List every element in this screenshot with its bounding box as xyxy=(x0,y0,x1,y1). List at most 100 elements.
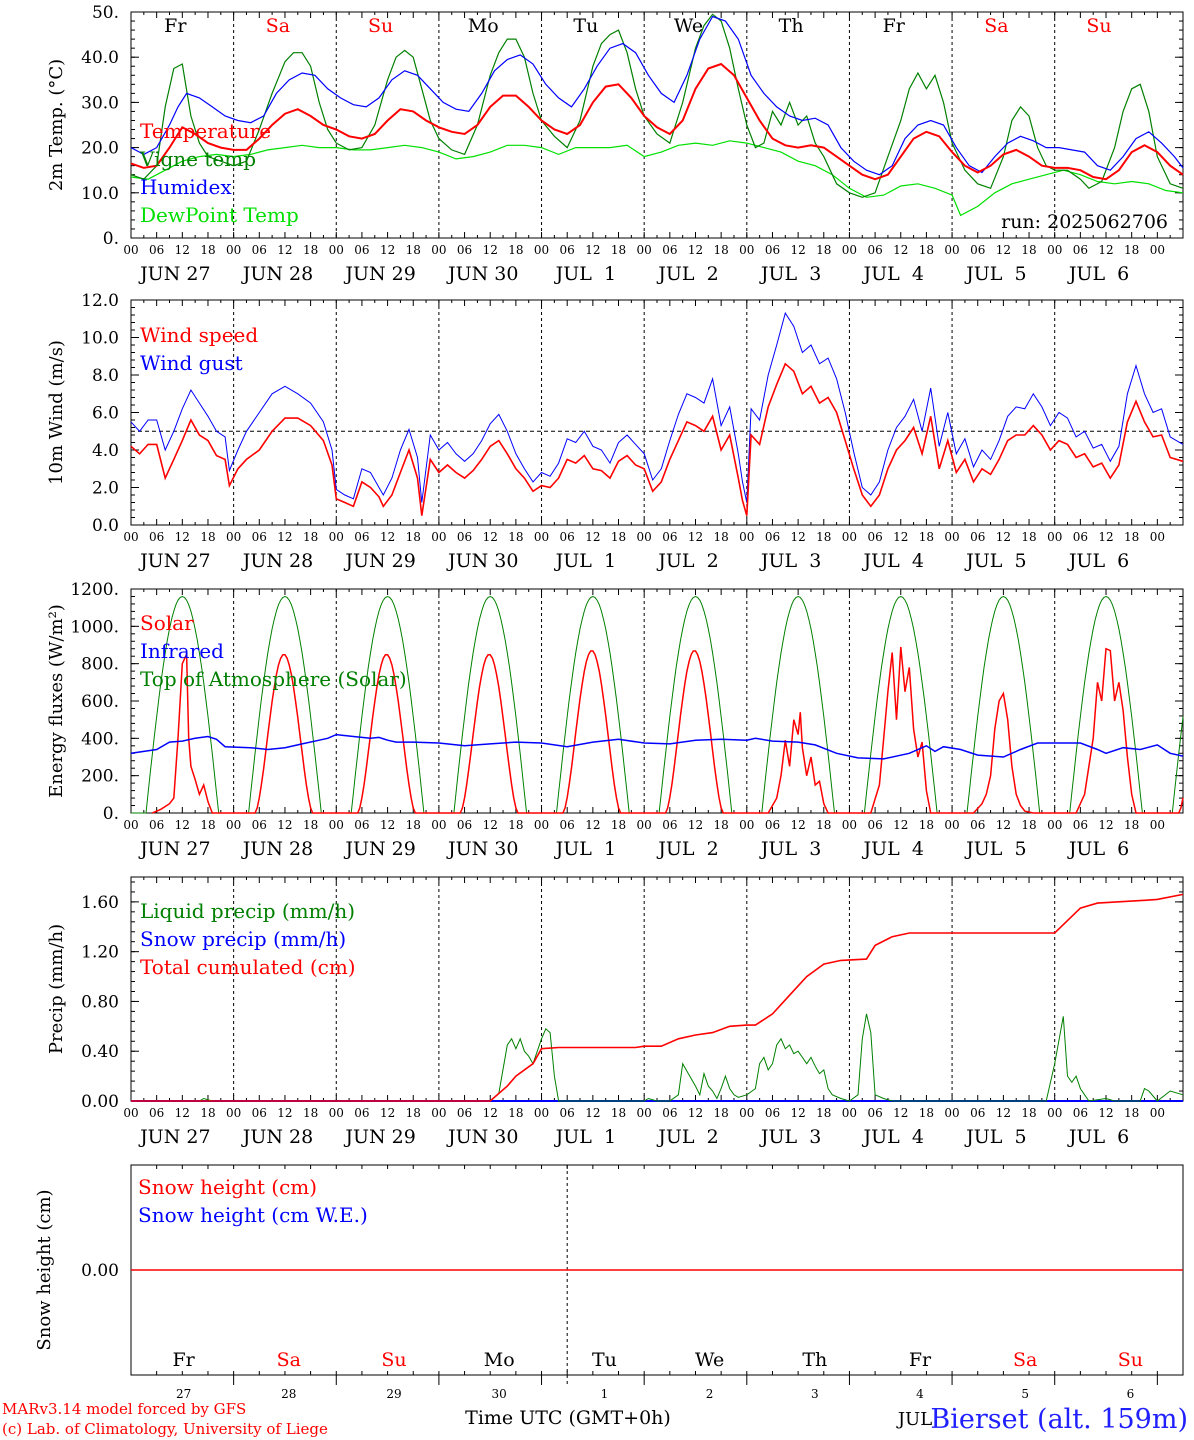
y-tick-label: 800. xyxy=(81,655,119,675)
x-hour-label: 06 xyxy=(867,1106,882,1120)
x-hour-label: 12 xyxy=(996,818,1011,832)
day-number-label: 28 xyxy=(281,1387,296,1401)
x-date-label: JUL 3 xyxy=(759,838,821,860)
x-hour-label: 00 xyxy=(534,1106,549,1120)
credit-line-2: (c) Lab. of Climatology, University of L… xyxy=(2,1420,328,1438)
x-date-label: JUL 1 xyxy=(554,1126,616,1148)
x-hour-label: 12 xyxy=(996,1106,1011,1120)
panel-frame xyxy=(130,299,1184,526)
x-date-label: JUN 28 xyxy=(241,550,313,572)
x-hour-label: 00 xyxy=(226,1106,241,1120)
x-hour-label: 18 xyxy=(406,818,421,832)
x-hour-label: 18 xyxy=(303,243,318,257)
x-hour-label: 18 xyxy=(611,818,626,832)
x-date-label: JUL 4 xyxy=(862,1126,924,1148)
y-tick-label: 12.0 xyxy=(81,291,119,311)
x-hour-label: 12 xyxy=(175,243,190,257)
x-date-label: JUL 6 xyxy=(1067,1126,1129,1148)
y-tick-label: 400. xyxy=(81,729,119,749)
x-hour-label: 18 xyxy=(406,1106,421,1120)
x-hour-label: 18 xyxy=(1124,243,1139,257)
weekday-label: Fr xyxy=(172,1349,195,1371)
x-hour-label: 06 xyxy=(662,1106,677,1120)
x-hour-label: 18 xyxy=(508,243,523,257)
y-tick-label: 20.0 xyxy=(81,139,119,159)
x-date-label: JUN 29 xyxy=(343,550,415,572)
x-hour-label: 06 xyxy=(765,243,780,257)
x-hour-label: 18 xyxy=(200,1106,215,1120)
x-hour-label: 18 xyxy=(816,1106,831,1120)
x-hour-label: 00 xyxy=(637,1106,652,1120)
x-date-label: JUL 5 xyxy=(964,263,1026,285)
legend-entry: Snow precip (mm/h) xyxy=(140,927,346,951)
x-hour-label: 18 xyxy=(611,530,626,544)
y-axis-label: 10m Wind (m/s) xyxy=(46,340,67,485)
y-tick-label: 1.60 xyxy=(81,893,119,913)
x-hour-label: 18 xyxy=(200,243,215,257)
x-hour-label: 06 xyxy=(1073,1106,1088,1120)
x-hour-label: 18 xyxy=(919,1106,934,1120)
y-tick-label: 0.80 xyxy=(81,992,119,1012)
x-hour-label: 18 xyxy=(1021,243,1036,257)
x-hour-label: 00 xyxy=(842,243,857,257)
panel-5: 0.00 Snow height (cm) Snow height (cm) Snow… xyxy=(34,1164,1184,1401)
weekday-label: Th xyxy=(779,15,804,37)
legend-entry: Top of Atmosphere (Solar) xyxy=(140,667,407,691)
x-hour-label: 00 xyxy=(739,530,754,544)
x-hour-label: 18 xyxy=(1124,1106,1139,1120)
x-hour-label: 18 xyxy=(714,818,729,832)
x-hour-label: 06 xyxy=(457,530,472,544)
x-date-label: JUL 2 xyxy=(656,1126,718,1148)
x-date-label: JUN 30 xyxy=(446,550,518,572)
x-date-label: JUL 3 xyxy=(759,1126,821,1148)
series-line-solar xyxy=(152,646,1184,814)
weekday-label: Fr xyxy=(883,15,906,37)
y-tick-label: 6.0 xyxy=(92,404,119,424)
day-number-label: 5 xyxy=(1021,1387,1029,1401)
x-hour-label: 12 xyxy=(1098,1106,1113,1120)
credit-line-1: MARv3.14 model forced by GFS xyxy=(2,1400,246,1418)
x-date-label: JUL 1 xyxy=(554,263,616,285)
y-axis-label: Precip (mm/h) xyxy=(46,924,67,1054)
x-hour-label: 18 xyxy=(816,818,831,832)
x-date-label: JUL 4 xyxy=(862,263,924,285)
y-tick-label: 8.0 xyxy=(92,366,119,386)
y-tick-label: 1000. xyxy=(70,617,119,637)
x-date-label: JUL 4 xyxy=(862,838,924,860)
x-hour-label: 00 xyxy=(842,530,857,544)
x-date-label: JUL 5 xyxy=(964,838,1026,860)
y-tick-label: 200. xyxy=(81,767,119,787)
y-axis-label: Snow height (cm) xyxy=(34,1189,55,1350)
x-hour-label: 00 xyxy=(1047,530,1062,544)
x-hour-label: 00 xyxy=(637,530,652,544)
x-hour-label: 18 xyxy=(200,818,215,832)
x-hour-label: 00 xyxy=(329,243,344,257)
x-hour-label: 12 xyxy=(585,243,600,257)
x-hour-label: 18 xyxy=(919,530,934,544)
x-date-label: JUN 27 xyxy=(138,1126,210,1148)
x-hour-label: 00 xyxy=(1047,243,1062,257)
y-tick-label: 40.0 xyxy=(81,48,119,68)
x-hour-label: 12 xyxy=(893,818,908,832)
x-hour-label: 18 xyxy=(1021,818,1036,832)
x-hour-label: 18 xyxy=(611,243,626,257)
x-hour-label: 06 xyxy=(1073,530,1088,544)
x-hour-label: 06 xyxy=(662,818,677,832)
x-hour-label: 06 xyxy=(867,243,882,257)
x-hour-label: 06 xyxy=(149,530,164,544)
x-date-label: JUL 6 xyxy=(1067,263,1129,285)
x-hour-label: 00 xyxy=(431,243,446,257)
x-date-label: JUN 28 xyxy=(241,263,313,285)
x-hour-label: 00 xyxy=(329,818,344,832)
day-number-label: 30 xyxy=(492,1387,507,1401)
x-hour-label: 06 xyxy=(252,818,267,832)
x-date-label: JUL 4 xyxy=(862,550,924,572)
y-tick-label: 0. xyxy=(103,804,119,824)
series-line-2 xyxy=(130,15,1184,176)
x-date-label: JUN 28 xyxy=(241,838,313,860)
x-hour-label: 18 xyxy=(508,818,523,832)
x-hour-label: 12 xyxy=(175,530,190,544)
x-hour-label: 12 xyxy=(585,818,600,832)
x-hour-label: 00 xyxy=(1150,1106,1165,1120)
